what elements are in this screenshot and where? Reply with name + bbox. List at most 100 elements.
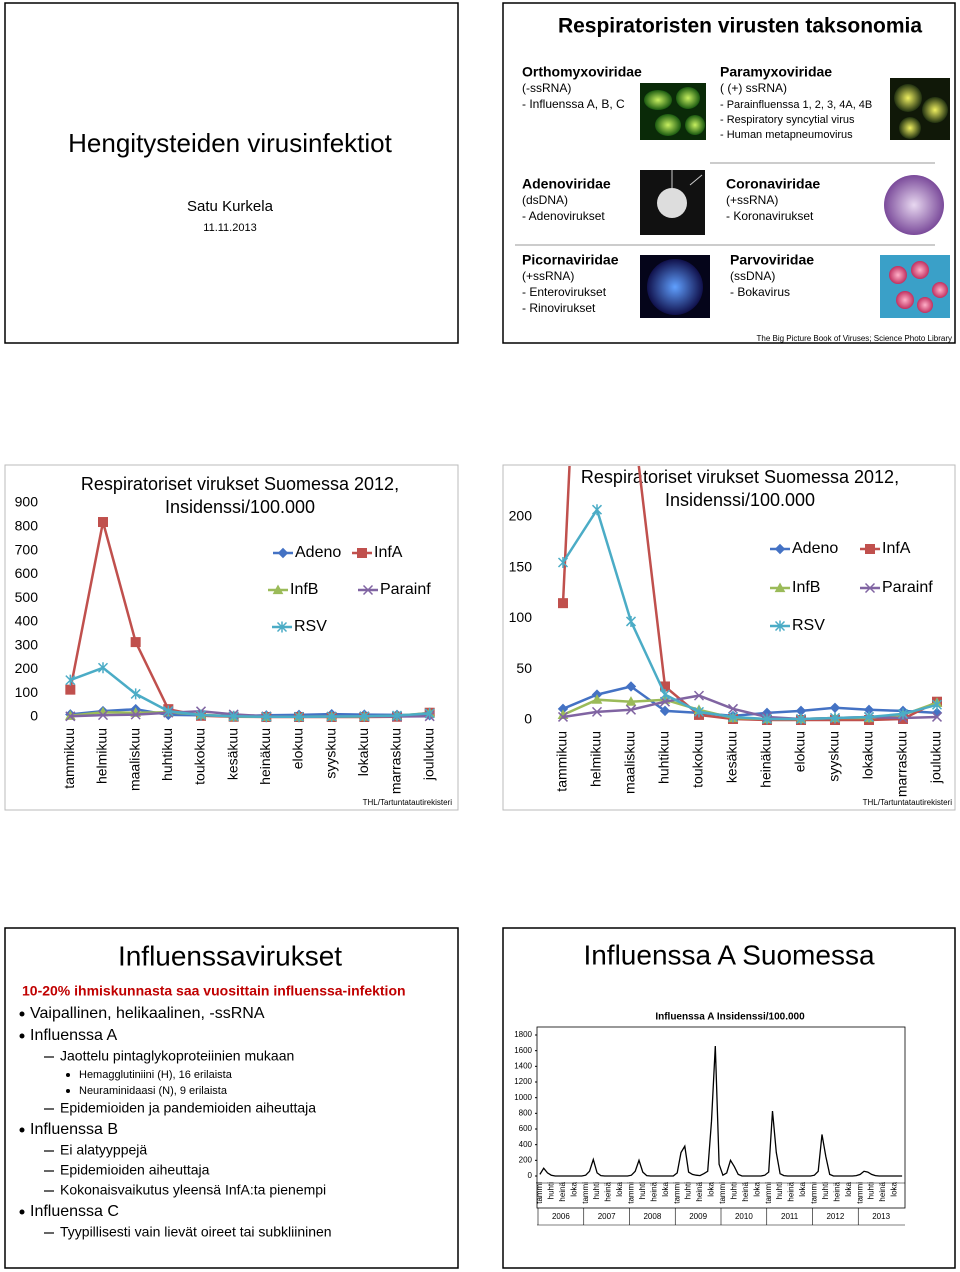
y-tick-label: 700 (15, 541, 39, 557)
x-tick-label: heinäkuu (758, 731, 774, 788)
plot (557, 466, 943, 725)
year-label: 2006 (552, 1212, 570, 1221)
legend-label: Adeno (792, 540, 838, 557)
marker (591, 694, 603, 704)
year-label: 2008 (643, 1212, 661, 1221)
marker (130, 709, 141, 720)
chart-title: Respiratoriset virukset Suomessa 2012, (581, 467, 899, 487)
marker (97, 710, 109, 721)
marker (326, 711, 337, 723)
y-tick-label: 600 (519, 1124, 533, 1133)
plot-frame (536, 1026, 906, 1209)
marker (557, 557, 569, 569)
marker (625, 704, 637, 715)
bullet (19, 1209, 25, 1215)
y-tick-label: 0 (30, 708, 38, 724)
x-tick-label: kesäkuu (724, 731, 740, 783)
x-tick-label: tammi (764, 1182, 773, 1204)
marker (863, 711, 875, 723)
marker (272, 584, 284, 595)
marker (557, 711, 569, 722)
virus-image (890, 78, 950, 140)
marker (931, 711, 943, 722)
virus-image (640, 255, 710, 318)
x-tick-label: loka (844, 1181, 853, 1196)
marker (357, 548, 367, 558)
list-item: Epidemioiden aiheuttaja (60, 1162, 210, 1178)
marker (65, 684, 76, 695)
marker (163, 705, 174, 717)
legend-label: InfA (882, 540, 911, 557)
virus-image (640, 83, 706, 140)
marker (391, 710, 403, 722)
marker (864, 582, 876, 594)
x-tick-label: maaliskuu (126, 728, 142, 791)
x-tick-label: kesäkuu (224, 728, 240, 780)
x-tick-label: lokakuu (860, 731, 876, 779)
series-line (561, 506, 938, 721)
author: Satu Kurkela (187, 198, 274, 215)
marker (277, 547, 289, 559)
marker (65, 711, 76, 722)
member: - Rinovirukset (522, 301, 596, 315)
x-tick-label: joulukuu (928, 731, 944, 784)
x-tick-label: huhti (867, 1182, 876, 1200)
year-label: 2010 (735, 1212, 753, 1221)
marker (727, 703, 739, 714)
x-tick-label: huhti (821, 1182, 830, 1200)
list-item: Epidemioiden ja pandemioiden aiheuttaja (60, 1100, 316, 1116)
year-label: 2013 (872, 1212, 890, 1221)
x-tick-label: tammikuu (554, 731, 570, 792)
x-tick-label: tammi (672, 1182, 681, 1204)
slide-frame (4, 927, 459, 1269)
x-tick-label: lokakuu (355, 728, 371, 776)
genome: (+ssRNA) (522, 269, 574, 283)
legend-label: Parainf (380, 581, 431, 598)
list-item: Hemagglutiniini (H), 16 erilaista (79, 1069, 233, 1081)
list-item: Influenssa A (30, 1027, 118, 1044)
genome: (ssDNA) (730, 269, 775, 283)
x-tick-label: marraskuu (388, 728, 404, 794)
x-tick-label: loka (707, 1181, 716, 1196)
y-tick-label: 100 (15, 684, 39, 700)
legend-label: RSV (294, 618, 327, 635)
x-tick-label: heinäkuu (257, 728, 273, 785)
x-tick-label: huhti (638, 1182, 647, 1200)
list-item: Neuraminidaasi (N), 9 erilaista (79, 1085, 228, 1097)
marker (195, 709, 207, 721)
bullet (66, 1073, 70, 1077)
y-tick-label: 100 (509, 609, 533, 625)
marker (829, 702, 841, 714)
x-tick-label: huhti (546, 1182, 555, 1200)
marker (659, 705, 671, 717)
marker (795, 713, 807, 725)
x-tick-label: heinä (695, 1181, 704, 1201)
marker (774, 543, 786, 555)
legend-label: InfB (290, 581, 318, 598)
marker (693, 690, 705, 701)
y-tick-label: 150 (509, 558, 533, 574)
slide-frame (502, 464, 956, 811)
marker (693, 706, 705, 718)
marker (293, 711, 305, 723)
x-tick-label: heinä (832, 1181, 841, 1201)
virus-image (884, 175, 944, 235)
x-tick-label: tammi (810, 1182, 819, 1204)
x-tick-label: tammikuu (61, 728, 77, 789)
x-tick-label: loka (569, 1181, 578, 1196)
member: - Parainfluenssa 1, 2, 3, 4A, 4B (720, 99, 872, 111)
genome: (-ssRNA) (522, 81, 571, 95)
x-tick-label: heinä (649, 1181, 658, 1201)
family-name: Adenoviridae (522, 176, 611, 192)
list-item: Tyypillisesti vain lievät oireet tai sub… (60, 1224, 332, 1240)
legend-label: InfB (792, 579, 820, 596)
year-label: 2009 (689, 1212, 707, 1221)
x-tick-label: heinä (787, 1181, 796, 1201)
y-tick-label: 300 (15, 636, 39, 652)
bullet (19, 1033, 25, 1039)
marker (865, 544, 875, 554)
marker (774, 620, 786, 632)
bullet (19, 1127, 25, 1133)
x-tick-label: marraskuu (894, 731, 910, 797)
